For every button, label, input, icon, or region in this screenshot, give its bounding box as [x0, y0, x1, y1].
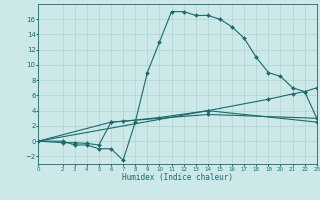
X-axis label: Humidex (Indice chaleur): Humidex (Indice chaleur) [122, 173, 233, 182]
